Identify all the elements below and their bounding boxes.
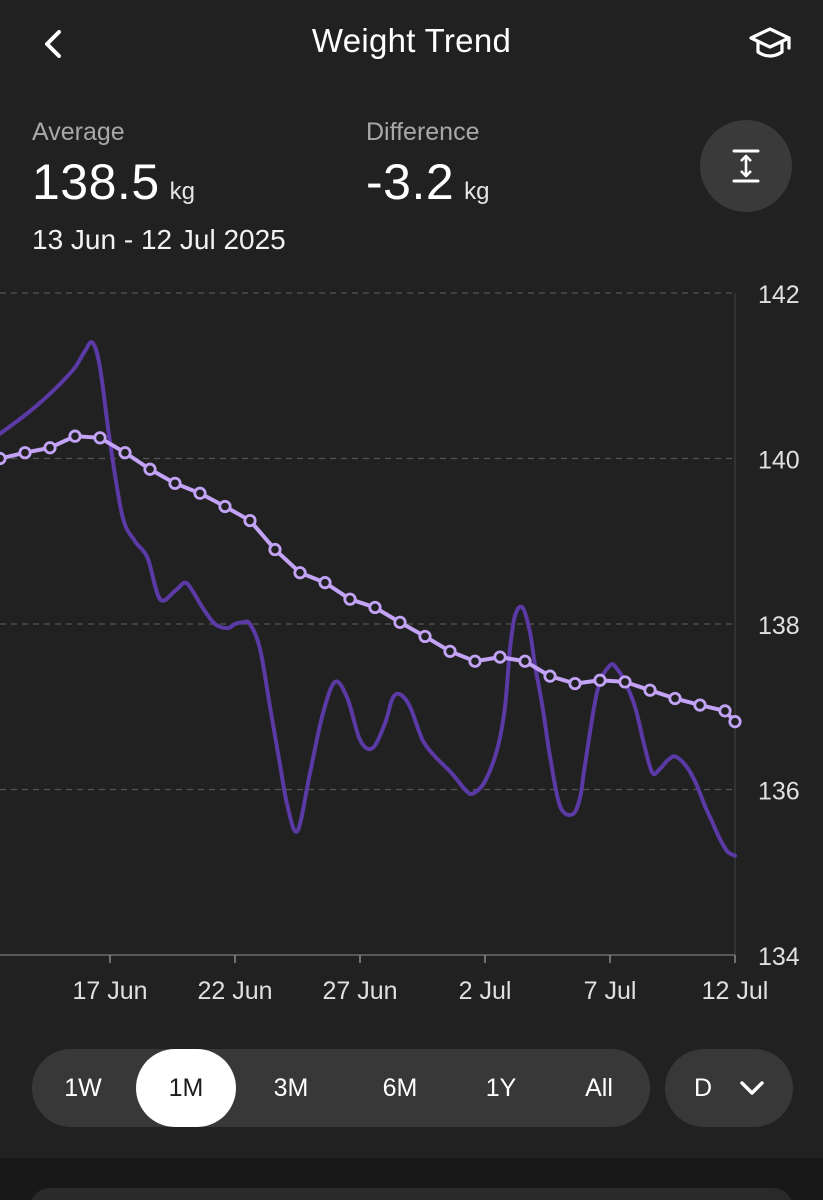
header: Weight Trend	[0, 0, 823, 90]
trend-point	[68, 429, 82, 443]
trend-point	[293, 566, 307, 580]
x-tick-label: 27 Jun	[322, 977, 397, 1005]
back-button[interactable]	[28, 18, 80, 70]
y-tick-label: 140	[758, 447, 800, 475]
trend-point	[593, 673, 607, 687]
weight-trend-chart[interactable]: 142 140 138 136 134 17 Jun 22 Jun 27 Jun 2 Jul 7 …	[0, 270, 823, 1020]
trend-point	[543, 669, 557, 683]
trend-point	[118, 446, 132, 460]
x-tick-label: 12 Jul	[702, 977, 769, 1005]
range-tab-1m[interactable]: 1M	[136, 1049, 236, 1127]
trend-point	[468, 654, 482, 668]
y-tick-label: 138	[758, 612, 800, 640]
average-stat: Average 138.5 kg	[32, 118, 195, 211]
trend-point	[318, 576, 332, 590]
x-tick-label: 22 Jun	[197, 977, 272, 1005]
range-tab-3m[interactable]: 3M	[273, 1073, 309, 1102]
trend-point	[143, 462, 157, 476]
trend-point	[618, 675, 632, 689]
trend-point	[168, 476, 182, 490]
bottom-card	[30, 1188, 793, 1200]
average-unit: kg	[169, 178, 195, 205]
trend-point	[518, 654, 532, 668]
daily-weight-line	[0, 340, 737, 858]
trend-point	[368, 600, 382, 615]
trend-point	[493, 650, 507, 664]
trend-point	[18, 446, 32, 460]
difference-label: Difference	[366, 118, 480, 146]
trend-point	[343, 592, 357, 606]
range-tab-6m[interactable]: 6M	[382, 1073, 418, 1102]
difference-value: -3.2	[366, 154, 455, 210]
difference-unit: kg	[464, 178, 490, 205]
time-range-selector: 1W 1M 3M 6M 1Y All	[32, 1049, 650, 1127]
date-range: 13 Jun - 12 Jul 2025	[32, 224, 286, 255]
trend-point	[243, 513, 257, 528]
range-tab-1w[interactable]: 1W	[64, 1073, 102, 1102]
x-tick-label: 17 Jun	[72, 977, 147, 1005]
trend-point	[93, 431, 107, 445]
chevron-down-icon	[740, 1081, 764, 1095]
x-tick-label: 7 Jul	[584, 977, 637, 1005]
average-value: 138.5	[32, 154, 160, 210]
trend-point	[393, 615, 407, 629]
difference-stat: Difference -3.2 kg	[366, 118, 490, 211]
trend-point	[418, 629, 432, 644]
scale-toggle-button[interactable]	[700, 120, 792, 212]
trend-point	[43, 441, 57, 455]
trend-point	[268, 542, 282, 557]
trend-point	[728, 715, 742, 729]
x-tick-label: 2 Jul	[459, 977, 512, 1005]
trend-point	[218, 499, 232, 514]
chevron-left-icon	[45, 30, 61, 58]
trend-point	[0, 451, 7, 466]
trend-point	[643, 683, 657, 697]
page-title: Weight Trend	[311, 22, 512, 59]
learn-button[interactable]	[742, 18, 798, 70]
trend-point	[193, 486, 207, 500]
trend-point	[443, 644, 457, 658]
graduation-cap-icon	[749, 27, 791, 58]
aggregation-select[interactable]: D	[665, 1049, 793, 1127]
y-tick-label: 134	[758, 943, 800, 971]
trend-point	[718, 704, 732, 718]
aggregation-value: D	[694, 1073, 713, 1102]
trend-point	[668, 691, 682, 706]
range-tab-1y[interactable]: 1Y	[485, 1073, 517, 1102]
y-tick-label: 136	[758, 778, 800, 806]
trend-point	[693, 698, 707, 712]
vertical-fit-icon	[732, 149, 760, 183]
range-tab-all[interactable]: All	[585, 1073, 613, 1102]
average-label: Average	[32, 118, 125, 146]
y-tick-label: 142	[758, 281, 800, 309]
trend-point	[568, 676, 582, 691]
